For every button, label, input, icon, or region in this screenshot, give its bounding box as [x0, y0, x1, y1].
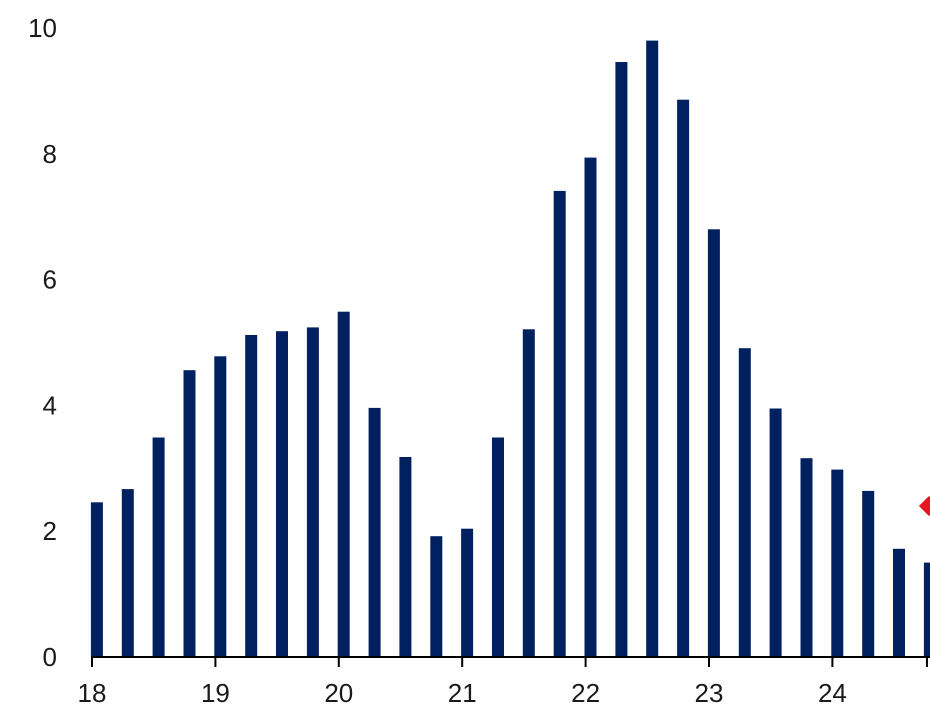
x-tick-label-18: 18	[78, 678, 107, 708]
bars-group	[90, 40, 930, 658]
y-tick-label-2: 2	[43, 516, 57, 546]
bar-11	[430, 536, 443, 657]
x-tick-label-22: 22	[571, 678, 600, 708]
bar-23	[800, 458, 813, 657]
bar-10	[399, 457, 412, 657]
bar-16	[584, 157, 597, 657]
bar-17	[615, 62, 628, 657]
y-tick-label-8: 8	[43, 139, 57, 169]
x-tick-label-19: 19	[201, 678, 230, 708]
bar-13	[492, 437, 504, 657]
bar-7	[306, 327, 319, 657]
bar-19	[677, 99, 690, 657]
bar-20	[707, 229, 720, 658]
bar-15	[553, 190, 566, 657]
x-tick-label-23: 23	[695, 678, 724, 708]
bar-21	[738, 348, 751, 657]
axes-group	[91, 656, 930, 667]
y-tick-label-0: 0	[43, 642, 57, 672]
bar-12	[461, 528, 474, 657]
bar-14	[522, 329, 535, 657]
y-tick-label-10: 10	[28, 13, 57, 43]
marker-layer	[918, 496, 930, 517]
bar-2	[152, 437, 165, 657]
y-tick-label-4: 4	[43, 390, 57, 420]
bar-5	[245, 335, 258, 657]
bar-22	[769, 408, 782, 657]
forecast-marker	[918, 496, 930, 517]
bar-8	[337, 311, 350, 657]
bar-26	[893, 548, 905, 657]
x-tick-label-21: 21	[448, 678, 477, 708]
bar-1	[121, 489, 134, 657]
x-tick-label-24: 24	[818, 678, 847, 708]
bar-3	[183, 370, 196, 657]
bar-4	[214, 356, 227, 657]
bar-0	[90, 502, 103, 657]
bar-27	[923, 562, 930, 657]
bar-25	[862, 490, 875, 657]
bar-18	[646, 40, 659, 658]
y-tick-label-6: 6	[43, 265, 57, 295]
bar-9	[368, 407, 381, 657]
x-tick-label-20: 20	[324, 678, 353, 708]
bar-6	[276, 331, 288, 657]
bar-24	[831, 469, 844, 657]
